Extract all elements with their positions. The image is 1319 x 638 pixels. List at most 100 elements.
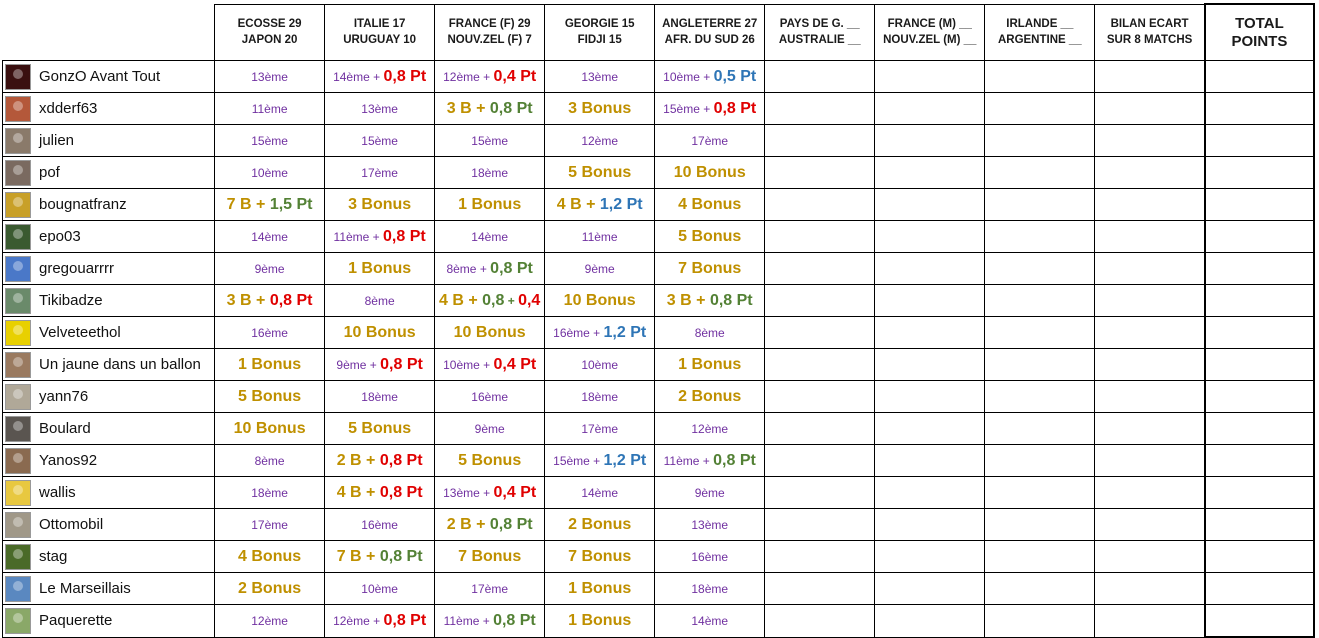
score-part: 0,8 Pt <box>380 355 423 373</box>
header-match-4: GEORGIE 15 FIDJI 15 <box>544 3 656 61</box>
score-part: 0,8 Pt <box>490 259 533 277</box>
table-row: yann76 5 Bonus 18ème 16ème 18ème 2 Bonus <box>1 380 1316 413</box>
player-cell: Boulard <box>1 412 216 445</box>
score-cell <box>874 284 986 317</box>
score-cell <box>764 444 876 477</box>
score-cell: 14ème <box>214 220 326 253</box>
avatar <box>5 543 31 570</box>
player-name: Boulard <box>39 419 91 437</box>
score-part: 1,2 Pt <box>603 451 647 469</box>
score-part: 0,8 Pt <box>383 227 426 245</box>
score-part: 10 Bonus <box>233 419 306 437</box>
score-part: 11ème <box>333 229 370 244</box>
score-part: 7 Bonus <box>678 259 742 277</box>
score-cell: 2 Bonus <box>654 380 766 413</box>
score-part: 0,4 <box>518 291 541 309</box>
score-cell: 15ème + 0,8 Pt <box>654 92 766 125</box>
score-cell: 2 B + 0,8 Pt <box>324 444 436 477</box>
table-row: Le Marseillais 2 Bonus 10ème 17ème 1 Bonus 18… <box>1 572 1316 605</box>
score-part: 12ème <box>443 69 480 84</box>
score-part: 4 B + <box>336 483 380 501</box>
header-line-1: PAYS DE G. __ <box>779 18 860 31</box>
score-cell: 11ème + 0,8 Pt <box>434 604 546 638</box>
player-cell: wallis <box>1 476 216 509</box>
score-part: 14ème <box>471 229 508 244</box>
total-points-cell <box>1203 380 1316 413</box>
score-cell: 8ème <box>654 316 766 349</box>
score-cell <box>874 156 986 189</box>
score-cell: 13ème <box>324 92 436 125</box>
player-cell: yann76 <box>1 380 216 413</box>
total-points-cell <box>1203 540 1316 573</box>
score-part: 5 Bonus <box>568 163 632 181</box>
score-cell <box>984 444 1096 477</box>
total-points-cell <box>1203 348 1316 381</box>
score-cell <box>764 60 876 93</box>
score-cell: 10ème <box>324 572 436 605</box>
header-line-1: TOTAL <box>1235 14 1284 32</box>
player-cell: Velveteethol <box>1 316 216 349</box>
score-cell: 14ème <box>544 476 656 509</box>
score-cell <box>764 604 876 638</box>
score-part: + <box>504 293 519 308</box>
score-cell: 15ème <box>324 124 436 157</box>
player-name: Le Marseillais <box>39 579 131 597</box>
score-part: 18ème <box>691 581 729 596</box>
score-part: 8ème <box>446 261 477 276</box>
score-cell: 1 Bonus <box>544 572 656 605</box>
score-part: 10ème <box>361 581 398 596</box>
player-cell: Ottomobil <box>1 508 216 541</box>
score-part: 0,8 Pt <box>383 611 427 629</box>
score-cell: 9ème <box>654 476 766 509</box>
score-part: + <box>589 325 604 340</box>
score-part: 1,2 Pt <box>599 195 643 213</box>
score-part: 4 Bonus <box>238 547 302 565</box>
score-cell <box>984 508 1096 541</box>
score-cell <box>874 124 986 157</box>
score-cell: 4 B + 1,2 Pt <box>544 188 656 221</box>
total-points-cell <box>1203 284 1316 317</box>
score-part: 17ème <box>251 517 288 532</box>
header-line-2: NOUV.ZEL (F) 7 <box>447 34 532 47</box>
score-part: 18ème <box>361 389 398 404</box>
score-cell: 10 Bonus <box>544 284 656 317</box>
score-part: 2 Bonus <box>568 515 632 533</box>
avatar <box>5 159 31 186</box>
score-part: 4 B + <box>438 291 483 309</box>
score-cell <box>764 316 876 349</box>
player-cell: xdderf63 <box>1 92 216 125</box>
score-cell <box>984 604 1096 638</box>
player-cell: Le Marseillais <box>1 572 216 605</box>
table-row: stag 4 Bonus 7 B + 0,8 Pt 7 Bonus 7 Bonus 16è… <box>1 540 1316 573</box>
score-cell: 15ème + 1,2 Pt <box>544 444 656 477</box>
score-cell <box>1094 60 1206 93</box>
total-points-cell <box>1203 92 1316 125</box>
score-part: 1 Bonus <box>568 611 632 629</box>
score-part: 16ème <box>361 517 398 532</box>
score-cell: 11ème + 0,8 Pt <box>654 444 766 477</box>
table-row: julien 15ème 15ème 15ème 12ème 17ème <box>1 124 1316 157</box>
score-cell <box>984 572 1096 605</box>
score-cell: 16ème + 1,2 Pt <box>544 316 656 349</box>
score-cell <box>1094 156 1206 189</box>
header-line-1: IRLANDE __ <box>1006 18 1074 31</box>
score-part: + <box>366 357 381 372</box>
score-cell: 3 B + 0,8 Pt <box>654 284 766 317</box>
score-cell: 12ème <box>654 412 766 445</box>
header-line-2: SUR 8 MATCHS <box>1106 34 1193 47</box>
score-part: 13ème <box>443 485 480 500</box>
score-part: 8ème <box>364 293 395 308</box>
avatar <box>5 447 31 474</box>
player-cell: Tikibadze <box>1 284 216 317</box>
score-part: 16ème <box>553 325 590 340</box>
player-cell: Yanos92 <box>1 444 216 477</box>
score-part: 10ème <box>443 357 480 372</box>
score-part: 12ème <box>251 613 288 628</box>
score-part: 10 Bonus <box>673 163 746 181</box>
score-part: 3 B + <box>666 291 710 309</box>
score-part: 10 Bonus <box>563 291 636 309</box>
score-part: + <box>479 357 494 372</box>
score-cell: 4 B + 0,8 + 0,4 <box>434 284 546 317</box>
score-part: 0,8 <box>482 291 505 309</box>
score-cell <box>764 188 876 221</box>
